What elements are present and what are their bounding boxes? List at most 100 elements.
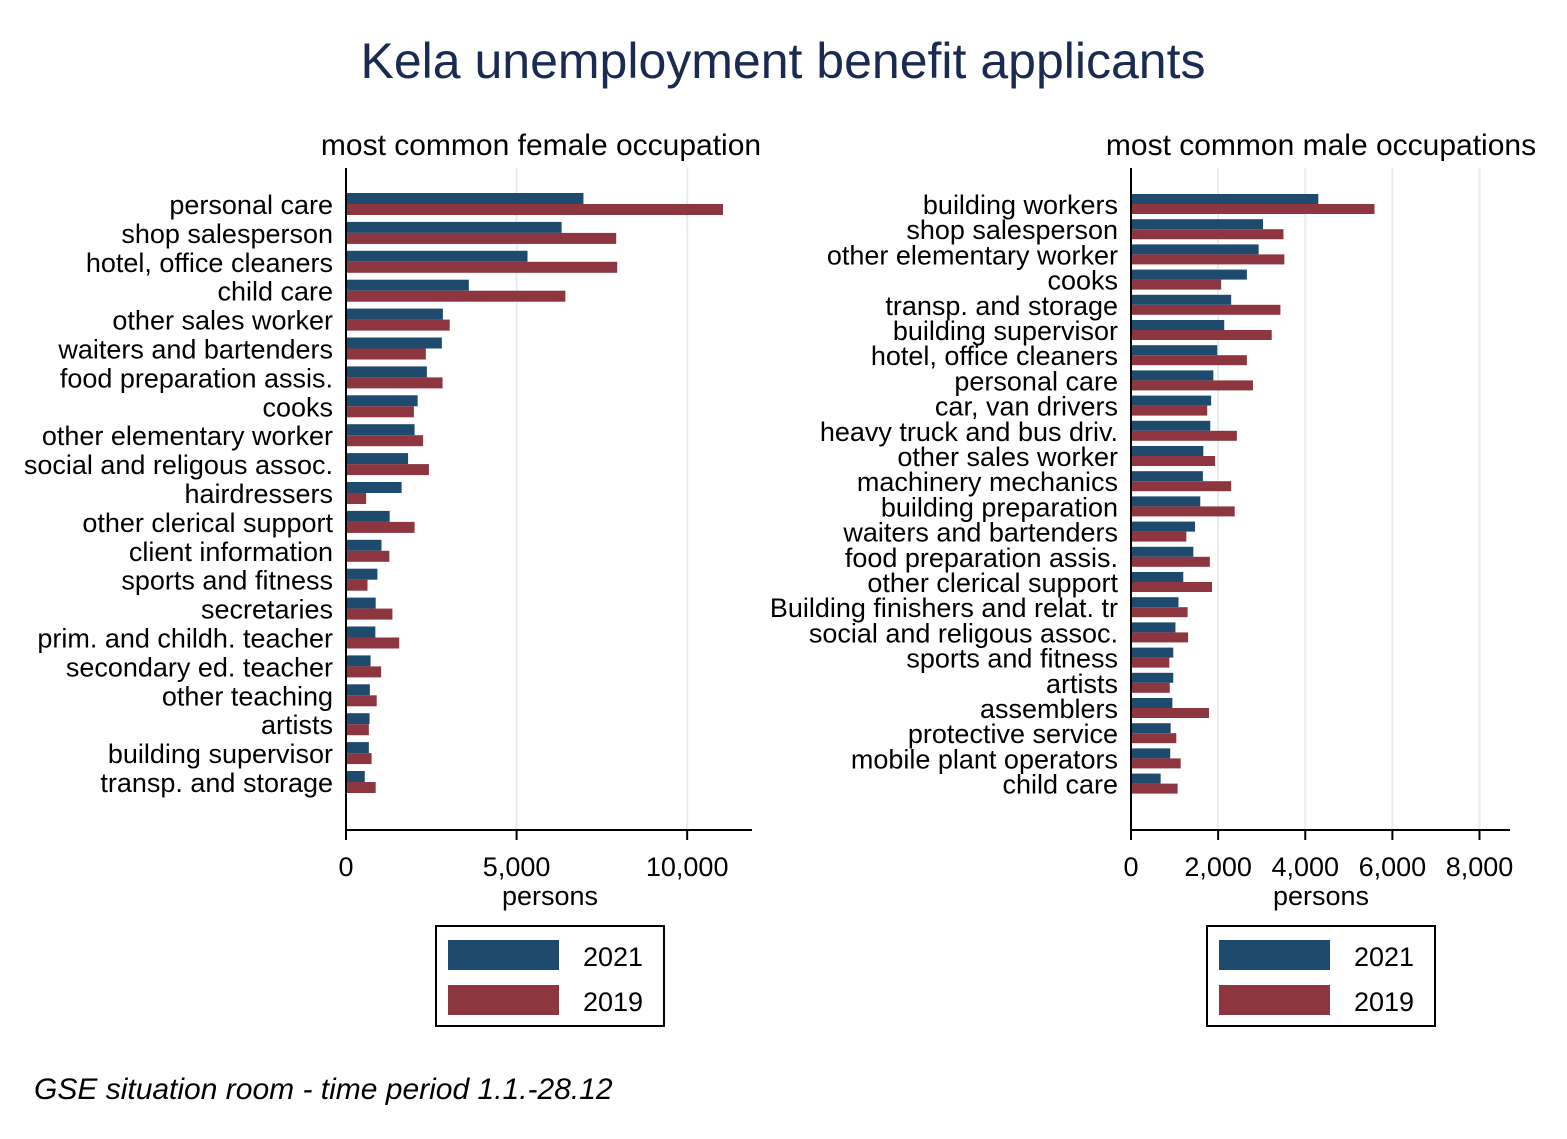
bar-2019 [1131, 733, 1177, 744]
bar-2019 [346, 724, 369, 736]
bar-2021 [1131, 294, 1232, 305]
legend-swatch-2019 [1219, 985, 1330, 1015]
bar-2019 [346, 464, 429, 476]
category-label: waiters and bartenders [57, 335, 333, 365]
bar-2019 [346, 666, 382, 678]
legend-label-2019: 2019 [1354, 987, 1414, 1017]
bar-2021 [1131, 219, 1263, 230]
category-label: personal care [169, 190, 333, 220]
bar-2019 [1131, 456, 1216, 466]
bar-2019 [1131, 304, 1281, 315]
x-tick-label: 8,000 [1446, 852, 1514, 882]
panel-title: most common female occupation [321, 129, 761, 162]
bar-2019 [346, 348, 426, 360]
category-label: other elementary worker [827, 240, 1118, 270]
category-label: sports and fitness [121, 566, 333, 596]
bar-2019 [1131, 783, 1178, 794]
x-tick-label: 6,000 [1359, 852, 1427, 882]
footnote: GSE situation room - time period 1.1.-28… [34, 1073, 613, 1106]
category-label: secretaries [201, 595, 333, 625]
bar-2021 [1131, 597, 1179, 608]
category-label: other clerical support [867, 568, 1118, 598]
bar-2019 [346, 550, 390, 562]
legend-swatch-2021 [1219, 940, 1330, 970]
bar-2021 [346, 510, 390, 522]
bar-2019 [346, 695, 377, 707]
x-tick-label: 2,000 [1184, 852, 1252, 882]
category-label: hotel, office cleaners [871, 341, 1118, 371]
bar-2019 [346, 782, 376, 793]
bar-2021 [346, 453, 409, 465]
category-label: sports and fitness [906, 644, 1118, 674]
bar-2021 [346, 771, 365, 782]
bar-2021 [1131, 647, 1174, 658]
bar-2021 [1131, 622, 1176, 633]
bar-2019 [1131, 708, 1209, 718]
bar-2019 [1131, 506, 1235, 517]
bar-2019 [346, 204, 723, 215]
category-label: protective service [908, 719, 1118, 749]
category-label: food preparation assis. [60, 363, 333, 393]
category-label: machinery mechanics [857, 467, 1118, 497]
legend-label-2019: 2019 [583, 987, 643, 1017]
bar-2019 [1131, 330, 1272, 340]
category-label: personal care [954, 366, 1118, 396]
category-label: prim. and childh. teacher [37, 624, 333, 654]
bar-2021 [1131, 420, 1211, 431]
category-label: artists [1046, 669, 1118, 699]
bar-2021 [346, 597, 376, 609]
category-label: car, van drivers [935, 392, 1118, 422]
category-label: hairdressers [184, 479, 333, 509]
bar-2021 [1131, 698, 1173, 708]
category-label: other sales worker [897, 442, 1118, 472]
x-tick-label: 10,000 [646, 852, 729, 882]
bar-2021 [1131, 194, 1319, 204]
category-label: other teaching [162, 681, 333, 711]
bar-2021 [346, 337, 442, 349]
bar-2021 [346, 713, 370, 725]
legend-label-2021: 2021 [583, 942, 643, 972]
bar-2021 [1131, 370, 1214, 381]
category-label: artists [261, 710, 333, 740]
bar-2019 [346, 261, 618, 273]
bar-2021 [1131, 723, 1171, 734]
bar-2021 [346, 366, 427, 378]
category-label: client information [129, 537, 333, 567]
bar-2021 [346, 539, 382, 551]
bar-2019 [346, 435, 424, 447]
bar-2021 [1131, 446, 1204, 456]
category-label: shop salesperson [121, 219, 333, 249]
bar-2021 [346, 742, 369, 754]
category-label: mobile plant operators [851, 744, 1118, 774]
bar-2021 [346, 221, 562, 233]
x-tick-label: 5,000 [483, 852, 551, 882]
category-label: secondary ed. teacher [66, 652, 333, 682]
category-label: building supervisor [893, 316, 1118, 346]
bar-2019 [1131, 607, 1188, 618]
bar-2021 [1131, 773, 1161, 784]
category-label: building workers [923, 190, 1118, 220]
category-label: heavy truck and bus driv. [820, 417, 1118, 447]
x-tick-label: 0 [1123, 852, 1138, 882]
bar-2021 [346, 193, 584, 204]
bar-2019 [1131, 582, 1213, 592]
bar-2021 [1131, 572, 1184, 582]
bar-2021 [346, 568, 378, 580]
bar-2021 [346, 308, 443, 320]
x-axis-label: persons [502, 881, 598, 911]
bar-2019 [346, 406, 414, 418]
bar-2019 [1131, 355, 1247, 366]
bar-2021 [1131, 672, 1174, 683]
bar-2019 [1131, 556, 1210, 567]
bar-2019 [1131, 531, 1187, 542]
category-label: child care [217, 277, 333, 307]
bar-2019 [346, 637, 400, 649]
bar-2019 [346, 608, 393, 620]
category-label: shop salesperson [906, 215, 1118, 245]
bar-2019 [346, 493, 367, 504]
category-label: other clerical support [82, 508, 333, 538]
bar-2019 [1131, 279, 1222, 290]
bar-2019 [346, 232, 617, 244]
bar-2021 [1131, 546, 1194, 557]
bar-2021 [346, 655, 371, 667]
